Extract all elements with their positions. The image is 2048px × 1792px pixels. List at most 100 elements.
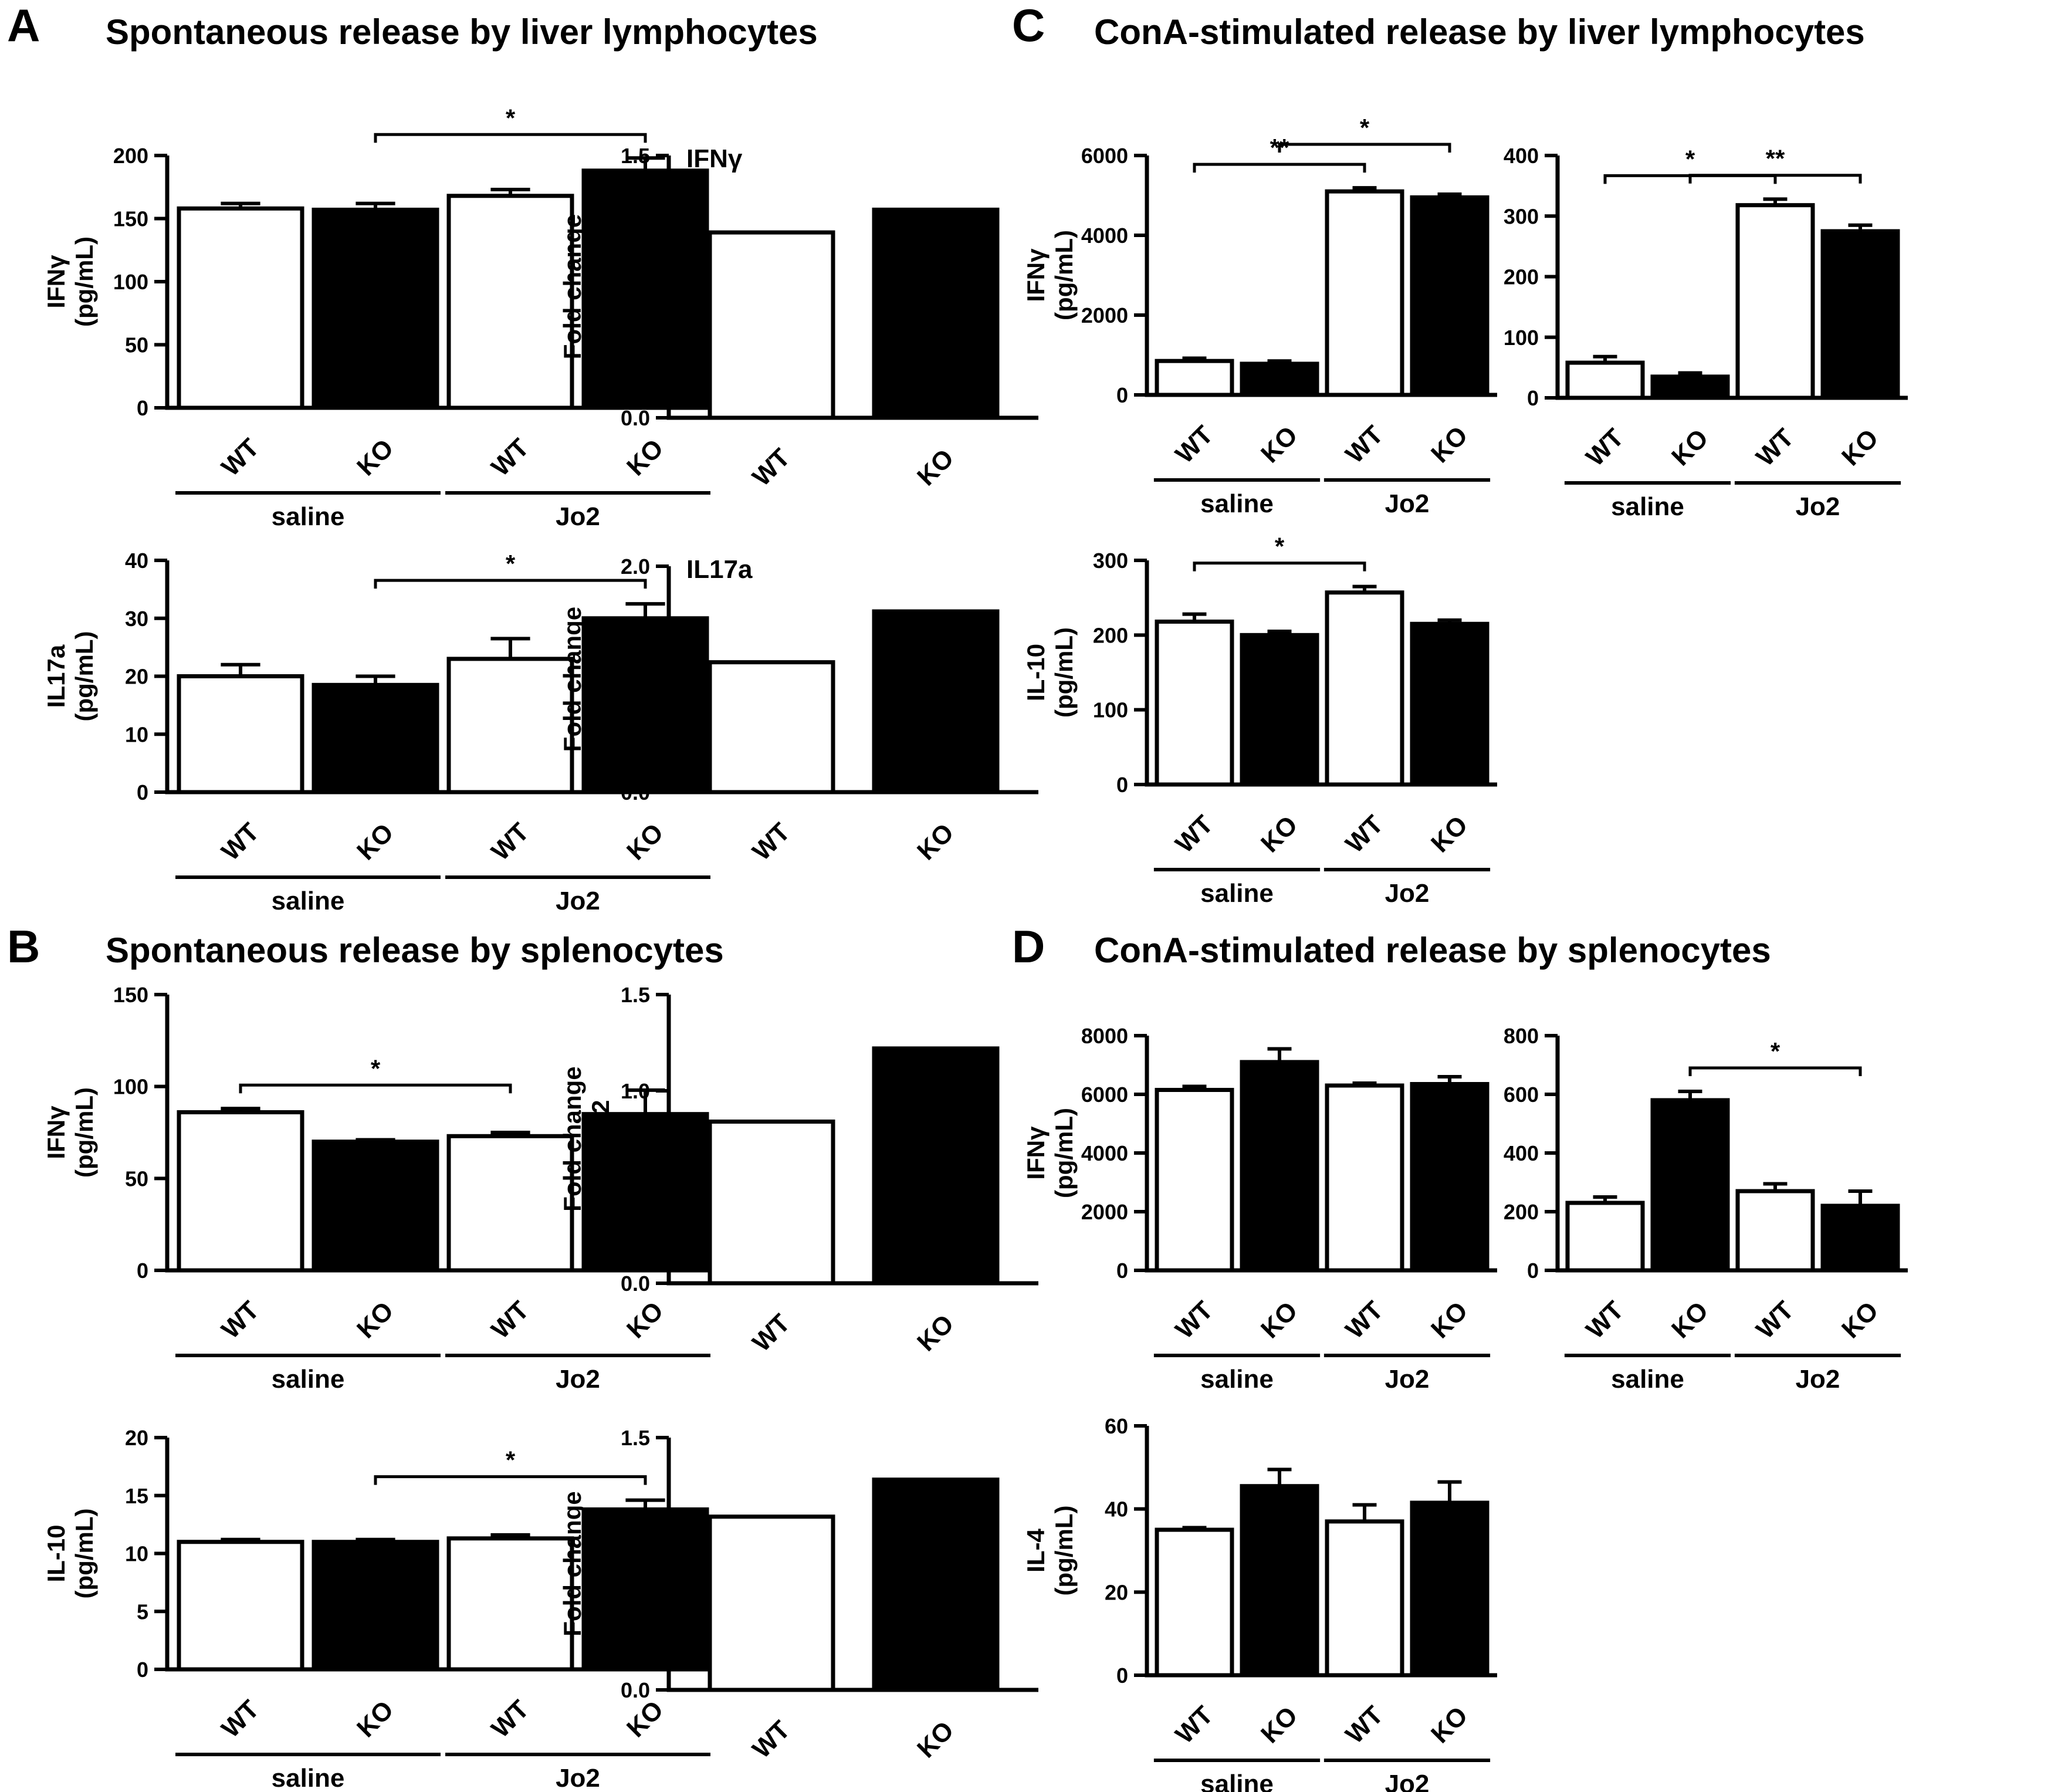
significance-label: * bbox=[1771, 1037, 1780, 1065]
bar-wt bbox=[446, 194, 574, 410]
bar-ko bbox=[312, 1140, 439, 1273]
x-tick-label: WT bbox=[1170, 420, 1218, 469]
bar-wt bbox=[1155, 1088, 1234, 1273]
y-tick-label: 1.0 bbox=[621, 231, 650, 255]
bar-wt bbox=[177, 1110, 304, 1273]
panel-letter-b: B bbox=[7, 921, 40, 972]
group-label-jo2: Jo2 bbox=[1385, 489, 1430, 518]
x-tick-label: KO bbox=[912, 444, 959, 491]
x-tick-label: WT bbox=[486, 817, 534, 866]
bar-wt bbox=[1565, 360, 1645, 400]
y-tick-label: 2000 bbox=[1081, 1200, 1128, 1224]
significance-label: * bbox=[1685, 145, 1695, 173]
y-tick-label: 20 bbox=[125, 665, 148, 689]
bar-ko bbox=[312, 1540, 439, 1672]
significance-label: * bbox=[1275, 533, 1285, 560]
y-tick-label: 10 bbox=[125, 1542, 148, 1566]
y-axis-label: IL17a bbox=[1433, 1121, 1460, 1185]
bar-wt bbox=[1325, 1519, 1404, 1678]
y-tick-label: 0 bbox=[137, 1658, 148, 1682]
y-tick-label: 1.5 bbox=[621, 983, 650, 1007]
bar-ko bbox=[312, 207, 439, 410]
bar-ko bbox=[581, 1507, 709, 1672]
y-axis-label: Fold change bbox=[558, 607, 586, 752]
y-axis-label: (pg/mL) bbox=[70, 236, 98, 327]
bar-ko bbox=[1410, 1082, 1490, 1273]
y-tick-label: 0 bbox=[1527, 386, 1539, 410]
y-axis-label: Fold change bbox=[558, 214, 586, 359]
group-label-saline: saline bbox=[1200, 1365, 1274, 1394]
chart-d3: 0 20 40 60 IL-4 (pg/mL) WT KO WT KO saline Jo2 bbox=[1022, 1414, 1497, 1792]
y-tick-label: 150 bbox=[113, 207, 148, 231]
bar-wt bbox=[446, 1134, 574, 1273]
significance-label: * bbox=[506, 104, 516, 131]
y-axis-label: IFNγ bbox=[42, 255, 70, 309]
y-tick-label: 600 bbox=[1504, 1083, 1539, 1107]
group-label-saline: saline bbox=[272, 502, 345, 531]
x-tick-label: KO bbox=[351, 818, 399, 865]
y-tick-label: 1.0 bbox=[621, 1079, 650, 1103]
bar-ko bbox=[1240, 1484, 1319, 1678]
y-axis-label: IFNγ bbox=[1022, 1126, 1050, 1180]
x-tick-label: WT bbox=[1340, 810, 1389, 858]
y-tick-label: 15 bbox=[125, 1484, 148, 1508]
bar-ko bbox=[1650, 374, 1730, 400]
group-label-jo2: Jo2 bbox=[556, 1764, 600, 1792]
x-tick-label: KO bbox=[1426, 810, 1473, 858]
y-tick-label: 0 bbox=[1116, 1663, 1128, 1688]
x-tick-label: WT bbox=[216, 1695, 265, 1743]
significance-bracket bbox=[374, 1475, 647, 1485]
y-tick-label: 100 bbox=[113, 270, 148, 294]
significance-bracket bbox=[1193, 163, 1366, 173]
bar-wt bbox=[1155, 619, 1234, 787]
y-tick-label: 200 bbox=[1504, 1200, 1539, 1224]
x-tick-label: WT bbox=[1340, 1296, 1389, 1344]
bar-wt bbox=[1565, 1201, 1645, 1273]
y-axis-label: (pg/mL) bbox=[70, 1509, 98, 1599]
y-tick-label: 400 bbox=[1504, 1141, 1539, 1165]
y-tick-label: 1.5 bbox=[621, 1426, 650, 1450]
bar-ko bbox=[872, 609, 1000, 794]
chart-b4: 0.0 0.5 1.0 1.5 Fold change by Jo2 WT KO bbox=[558, 1426, 1038, 1764]
y-axis-label: (pg/ml) bbox=[1461, 1112, 1488, 1194]
y-tick-label: 300 bbox=[1504, 204, 1539, 228]
x-tick-label: KO bbox=[1426, 1701, 1473, 1749]
significance-bracket bbox=[1278, 143, 1451, 153]
x-tick-label: WT bbox=[1580, 423, 1629, 472]
group-label-saline: saline bbox=[1200, 1770, 1274, 1792]
bar-wt bbox=[708, 1514, 835, 1692]
x-tick-label: WT bbox=[1580, 1296, 1629, 1344]
group-label-jo2: Jo2 bbox=[556, 502, 600, 531]
significance-bracket bbox=[374, 579, 647, 589]
y-tick-label: 1.5 bbox=[621, 144, 650, 168]
y-tick-label: 0 bbox=[137, 780, 148, 804]
y-axis-label: by Jo2 bbox=[587, 1524, 614, 1602]
y-tick-label: 100 bbox=[1504, 326, 1539, 350]
bar-ko bbox=[872, 1046, 1000, 1286]
bar-ko bbox=[1240, 361, 1319, 397]
significance-bracket bbox=[1193, 562, 1366, 572]
panel-letter-a: A bbox=[7, 0, 40, 51]
y-axis-label: IL17a bbox=[1433, 245, 1460, 308]
chart-title: IFNγ bbox=[686, 144, 743, 173]
x-tick-label: KO bbox=[621, 818, 669, 865]
y-tick-label: 4000 bbox=[1081, 224, 1128, 248]
bar-ko bbox=[872, 1477, 1000, 1692]
x-tick-label: KO bbox=[1836, 424, 1884, 471]
bar-wt bbox=[177, 206, 304, 410]
significance-bracket bbox=[1688, 1066, 1862, 1076]
group-label-jo2: Jo2 bbox=[556, 1365, 600, 1394]
x-tick-label: KO bbox=[912, 1716, 959, 1763]
y-tick-label: 800 bbox=[1504, 1024, 1539, 1048]
x-tick-label: WT bbox=[1751, 423, 1799, 472]
y-axis-label: IFNγ bbox=[42, 1105, 70, 1159]
y-tick-label: 0.5 bbox=[621, 1594, 650, 1618]
significance-bracket bbox=[1688, 174, 1862, 184]
y-tick-label: 0 bbox=[137, 396, 148, 420]
bar-wt bbox=[1735, 1189, 1815, 1273]
y-tick-label: 8000 bbox=[1081, 1024, 1128, 1048]
panel-title-d: ConA-stimulated release by splenocytes bbox=[1094, 931, 1771, 970]
x-tick-label: WT bbox=[747, 817, 795, 866]
y-tick-label: 0.5 bbox=[621, 1175, 650, 1199]
